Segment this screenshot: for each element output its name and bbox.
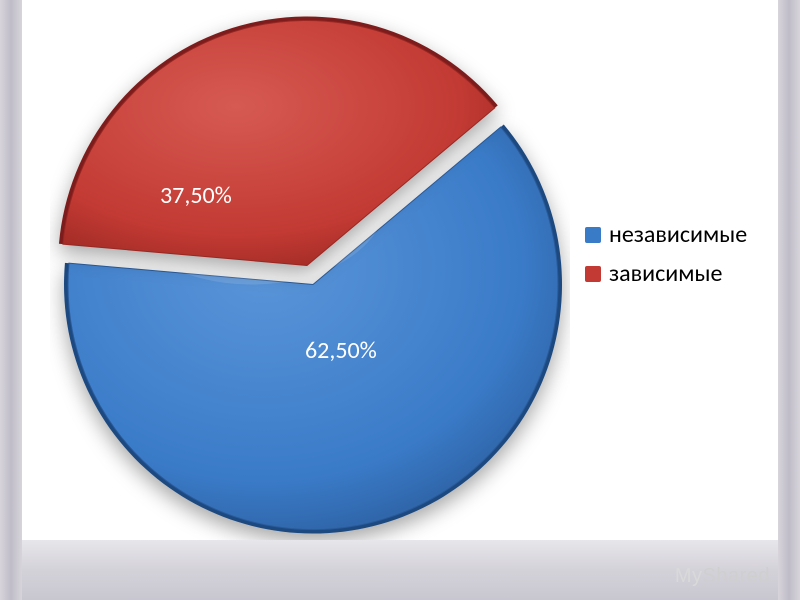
legend-label-dependent: зависимые bbox=[609, 259, 722, 288]
slide-canvas: 62,50% 37,50% независимые зависимые MySh… bbox=[0, 0, 800, 600]
watermark-prefix: My bbox=[675, 565, 703, 587]
legend: независимые зависимые bbox=[585, 220, 747, 298]
legend-swatch-dependent bbox=[585, 266, 601, 282]
legend-item-independent: независимые bbox=[585, 220, 747, 249]
left-border bbox=[0, 0, 22, 600]
watermark-suffix: Shared bbox=[703, 565, 771, 587]
watermark: MyShared bbox=[675, 565, 770, 588]
bottom-band bbox=[22, 540, 778, 600]
legend-swatch-independent bbox=[585, 227, 601, 243]
pie-chart: 62,50% 37,50% bbox=[50, 10, 570, 540]
legend-item-dependent: зависимые bbox=[585, 259, 747, 288]
right-border bbox=[778, 0, 800, 600]
legend-label-independent: независимые bbox=[609, 220, 747, 249]
